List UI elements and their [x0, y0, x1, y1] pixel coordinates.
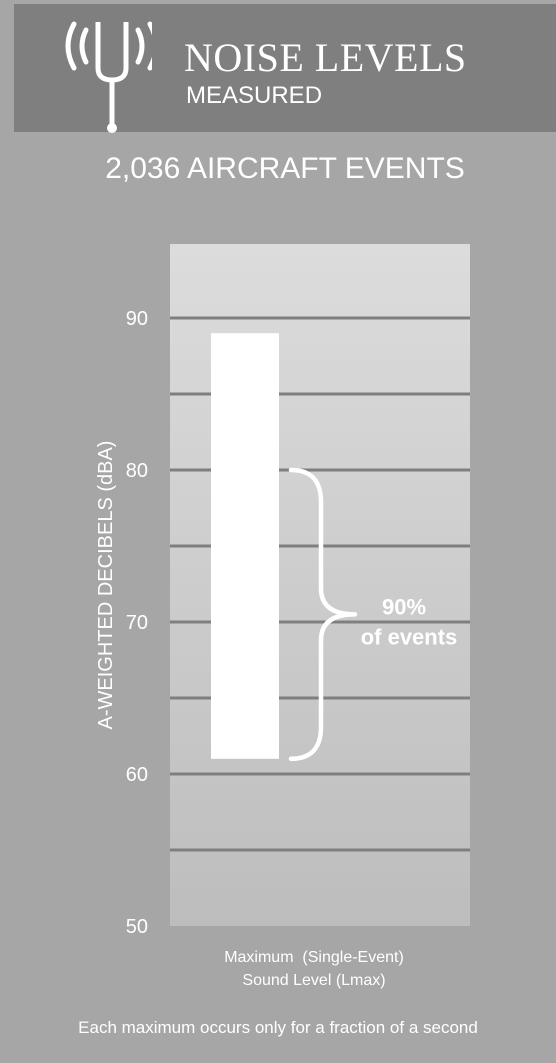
footnote: Each maximum occurs only for a fraction … [78, 1018, 478, 1037]
tuning-fork-broadcast-icon [65, 21, 152, 133]
x-category-label-line1: Maximum (Single-Event) [224, 949, 404, 966]
x-category-label-line2: Sound Level (Lmax) [242, 972, 385, 989]
annotation-brace [288, 467, 358, 762]
lmax-range-bar [211, 333, 279, 759]
y-tick-label: 90 [126, 308, 148, 330]
y-tick-label: 50 [126, 916, 148, 938]
events-count: 2,036 AIRCRAFT EVENTS [105, 152, 465, 185]
header-banner: NOISE LEVELS MEASURED [14, 4, 556, 133]
y-tick-label: 80 [126, 460, 148, 482]
page-title: NOISE LEVELS [184, 35, 467, 80]
page-subtitle: MEASURED [186, 82, 323, 109]
annotation-percent: 90% [382, 594, 426, 619]
annotation-caption: of events [361, 624, 458, 649]
y-tick-label: 70 [126, 612, 148, 634]
y-axis-label: A-WEIGHTED DECIBELS (dBA) [95, 441, 117, 730]
noise-chart: 50 60 70 80 90 A-WEIGHTED DECIBELS (dBA) 90%… [95, 244, 470, 989]
y-tick-label: 60 [126, 764, 148, 786]
